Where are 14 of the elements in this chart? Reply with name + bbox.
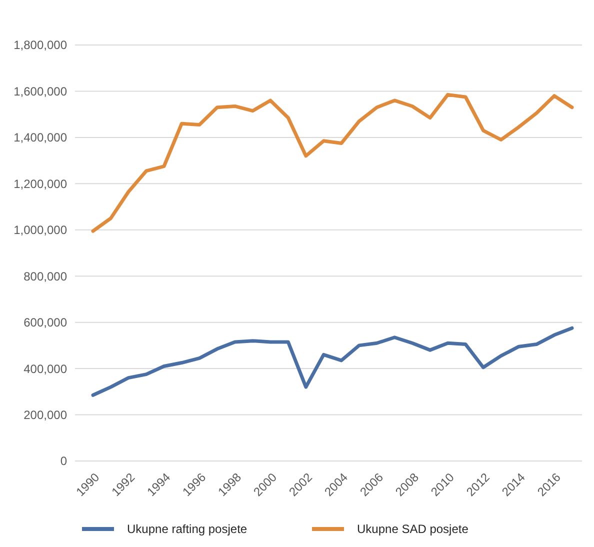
y-tick-label: 1,000,000: [14, 223, 68, 238]
y-tick-label: 400,000: [24, 362, 68, 376]
line-series: [91, 326, 574, 397]
y-tick-label: 200,000: [24, 408, 68, 422]
y-tick-label: 0: [60, 454, 68, 468]
y-tick-label: 1,400,000: [14, 130, 68, 145]
y-tick-label: 600,000: [24, 316, 68, 330]
y-tick-label: 1,200,000: [14, 176, 68, 191]
legend-label: Ukupne rafting posjete: [127, 522, 248, 536]
legend-label: Ukupne SAD posjete: [357, 522, 469, 536]
y-tick-label: 1,600,000: [14, 84, 68, 98]
line-series: [91, 92, 574, 233]
y-tick-label: 1,800,000: [14, 38, 68, 52]
y-tick-label: 800,000: [24, 269, 68, 284]
